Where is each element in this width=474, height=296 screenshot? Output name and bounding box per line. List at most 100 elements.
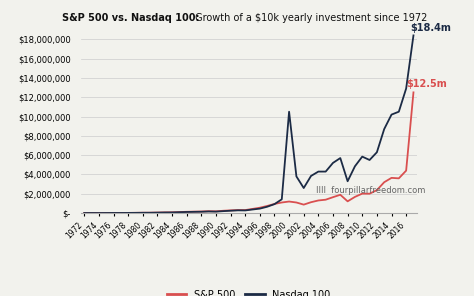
Nasdaq 100	[184, 210, 190, 214]
S&P 500	[235, 208, 241, 212]
S&P 500	[279, 201, 284, 204]
Nasdaq 100	[337, 156, 343, 160]
S&P 500	[264, 204, 270, 208]
Nasdaq 100	[242, 209, 248, 212]
Nasdaq 100	[191, 210, 197, 214]
S&P 500	[206, 209, 211, 213]
Text: $18.4m: $18.4m	[410, 23, 451, 33]
S&P 500	[389, 176, 394, 180]
Nasdaq 100	[323, 170, 328, 173]
S&P 500	[82, 211, 87, 215]
S&P 500	[242, 208, 248, 212]
Nasdaq 100	[228, 209, 233, 213]
Nasdaq 100	[352, 165, 358, 168]
Nasdaq 100	[272, 202, 277, 206]
S&P 500	[162, 211, 168, 214]
S&P 500	[330, 195, 336, 199]
S&P 500	[89, 211, 94, 215]
S&P 500	[125, 211, 131, 215]
Nasdaq 100	[410, 34, 416, 37]
S&P 500	[272, 202, 277, 206]
S&P 500	[228, 209, 233, 212]
Nasdaq 100	[308, 174, 314, 178]
S&P 500	[140, 211, 146, 215]
Nasdaq 100	[147, 211, 153, 215]
S&P 500	[410, 91, 416, 94]
S&P 500	[308, 200, 314, 204]
Nasdaq 100	[286, 110, 292, 113]
S&P 500	[345, 200, 350, 203]
Nasdaq 100	[345, 179, 350, 183]
Nasdaq 100	[213, 210, 219, 213]
Nasdaq 100	[330, 161, 336, 165]
Nasdaq 100	[235, 209, 241, 212]
S&P 500	[103, 211, 109, 215]
Line: Nasdaq 100: Nasdaq 100	[84, 36, 413, 213]
S&P 500	[96, 211, 102, 215]
Nasdaq 100	[118, 211, 124, 215]
Nasdaq 100	[103, 211, 109, 215]
S&P 500	[359, 192, 365, 195]
S&P 500	[250, 207, 255, 211]
S&P 500	[316, 199, 321, 202]
S&P 500	[176, 210, 182, 214]
Nasdaq 100	[110, 211, 116, 215]
Nasdaq 100	[301, 186, 307, 190]
S&P 500	[403, 169, 409, 172]
S&P 500	[220, 209, 226, 213]
S&P 500	[199, 210, 204, 213]
S&P 500	[323, 198, 328, 202]
Nasdaq 100	[264, 205, 270, 208]
S&P 500	[110, 211, 116, 215]
Line: S&P 500: S&P 500	[84, 92, 413, 213]
Nasdaq 100	[359, 155, 365, 158]
S&P 500	[169, 210, 175, 214]
S&P 500	[374, 188, 380, 192]
Nasdaq 100	[155, 211, 160, 214]
Text: IIII  fourpillarfreedom.com: IIII fourpillarfreedom.com	[316, 186, 426, 195]
S&P 500	[213, 210, 219, 213]
Nasdaq 100	[162, 211, 168, 214]
S&P 500	[301, 203, 307, 206]
Nasdaq 100	[396, 110, 401, 113]
S&P 500	[155, 211, 160, 214]
Nasdaq 100	[140, 211, 146, 215]
S&P 500	[337, 193, 343, 197]
S&P 500	[118, 211, 124, 215]
S&P 500	[382, 181, 387, 184]
Nasdaq 100	[96, 211, 102, 215]
S&P 500	[293, 201, 299, 204]
Nasdaq 100	[82, 211, 87, 215]
Nasdaq 100	[250, 208, 255, 211]
Text: S&P 500 vs. Nasdaq 100:: S&P 500 vs. Nasdaq 100:	[62, 13, 199, 23]
Nasdaq 100	[389, 113, 394, 116]
S&P 500	[257, 206, 263, 210]
Nasdaq 100	[403, 87, 409, 90]
Nasdaq 100	[89, 211, 94, 215]
Nasdaq 100	[374, 150, 380, 154]
S&P 500	[191, 210, 197, 213]
Nasdaq 100	[257, 207, 263, 210]
Nasdaq 100	[279, 197, 284, 201]
S&P 500	[147, 211, 153, 215]
S&P 500	[184, 210, 190, 213]
Nasdaq 100	[133, 211, 138, 215]
Nasdaq 100	[206, 210, 211, 213]
S&P 500	[367, 192, 373, 195]
Nasdaq 100	[316, 170, 321, 173]
Nasdaq 100	[169, 211, 175, 214]
Text: $12.5m: $12.5m	[406, 80, 447, 89]
S&P 500	[352, 195, 358, 199]
Nasdaq 100	[367, 158, 373, 162]
S&P 500	[286, 200, 292, 203]
Nasdaq 100	[220, 209, 226, 213]
Nasdaq 100	[382, 127, 387, 131]
Nasdaq 100	[125, 211, 131, 215]
S&P 500	[396, 177, 401, 180]
Text: Growth of a $10k yearly investment since 1972: Growth of a $10k yearly investment since…	[192, 13, 428, 23]
Nasdaq 100	[199, 210, 204, 213]
Nasdaq 100	[293, 175, 299, 178]
Legend: S&P 500, Nasdaq 100: S&P 500, Nasdaq 100	[163, 286, 335, 296]
S&P 500	[133, 211, 138, 215]
Nasdaq 100	[176, 210, 182, 214]
